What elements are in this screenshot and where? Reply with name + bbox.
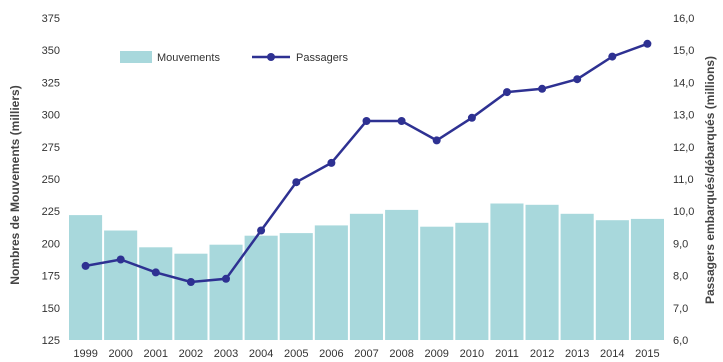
right-tick-label: 8,0	[673, 271, 688, 283]
x-tick-label: 2009	[424, 348, 448, 360]
bar-2011	[490, 203, 524, 340]
x-tick-label: 2003	[214, 348, 238, 360]
bar-2013	[560, 213, 594, 340]
left-tick-label: 175	[42, 271, 60, 283]
left-tick-label: 275	[42, 142, 60, 154]
left-axis-title: Nombres de Mouvements (milliers)	[8, 85, 22, 284]
left-tick-label: 325	[42, 77, 60, 89]
left-tick-label: 300	[42, 110, 60, 122]
legend-label-passagers: Passagers	[296, 52, 348, 64]
right-tick-label: 9,0	[673, 238, 688, 250]
right-tick-label: 12,0	[673, 142, 694, 154]
bar-2010	[455, 222, 489, 340]
right-axis-title: Passagers embarqués/débarqués (millions)	[703, 56, 717, 304]
x-tick-label: 2004	[249, 348, 273, 360]
point-passagers-2010	[467, 113, 476, 122]
bar-2008	[385, 209, 419, 340]
left-tick-label: 250	[42, 174, 60, 186]
x-tick-label: 2007	[354, 348, 378, 360]
bar-2004	[244, 235, 278, 340]
x-tick-label: 2001	[144, 348, 168, 360]
right-tick-label: 13,0	[673, 110, 694, 122]
bar-2000	[104, 230, 138, 340]
point-passagers-2014	[608, 52, 617, 61]
right-tick-label: 16,0	[673, 13, 694, 25]
left-tick-label: 200	[42, 238, 60, 250]
left-tick-label: 225	[42, 206, 60, 218]
point-passagers-2002	[186, 278, 195, 286]
bar-2002	[174, 253, 208, 340]
bar-1999	[69, 215, 103, 340]
right-tick-label: 6,0	[673, 335, 688, 347]
bar-2014	[595, 220, 629, 340]
x-tick-label: 2015	[635, 348, 659, 360]
x-tick-label: 1999	[73, 348, 97, 360]
right-tick-label: 10,0	[673, 206, 694, 218]
x-tick-label: 2002	[179, 348, 203, 360]
line-layer	[81, 39, 652, 286]
x-tick-label: 2013	[565, 348, 589, 360]
point-passagers-2005	[292, 178, 301, 187]
right-tick-label: 14,0	[673, 77, 694, 89]
bar-2009	[420, 226, 454, 340]
point-passagers-2008	[397, 117, 406, 125]
point-passagers-2013	[573, 75, 582, 84]
left-tick-label: 150	[42, 303, 60, 315]
bar-2007	[349, 213, 383, 340]
x-axis-ticks: 1999 2000 2001 2002 2003 2004 2005 2006 2007 2008…	[73, 348, 659, 360]
point-passagers-2001	[151, 268, 160, 277]
point-passagers-2011	[503, 88, 511, 97]
legend-swatch-mouvements	[120, 51, 152, 63]
x-tick-label: 2010	[460, 348, 484, 360]
left-axis-ticks: 125 150 175 200 225 250 275 300 325 350 375	[42, 13, 60, 347]
point-passagers-1999	[81, 261, 90, 270]
bar-2003	[209, 244, 243, 340]
left-tick-label: 125	[42, 335, 60, 347]
bar-2005	[279, 233, 313, 340]
x-tick-label: 2008	[389, 348, 413, 360]
legend: Mouvements Passagers	[120, 51, 348, 64]
x-tick-label: 2012	[530, 348, 554, 360]
x-tick-label: 2005	[284, 348, 308, 360]
right-axis-ticks: 6,0 7,0 8,0 9,0 10,0 11,0 12,0 13,0 14,0 15,0 16,0	[673, 13, 694, 347]
legend-label-mouvements: Mouvements	[157, 52, 220, 64]
x-tick-label: 2006	[319, 348, 343, 360]
x-tick-label: 2014	[600, 348, 624, 360]
bars-layer	[69, 203, 664, 340]
point-passagers-2003	[222, 274, 230, 283]
point-passagers-2000	[116, 255, 125, 264]
point-passagers-2015	[643, 39, 652, 48]
right-tick-label: 15,0	[673, 45, 694, 57]
point-passagers-2009	[432, 136, 441, 145]
right-tick-label: 7,0	[673, 303, 688, 315]
x-tick-label: 2011	[495, 348, 519, 360]
left-tick-label: 350	[42, 45, 60, 57]
x-tick-label: 2000	[108, 348, 132, 360]
bar-2006	[314, 225, 348, 340]
right-tick-label: 11,0	[673, 174, 694, 186]
point-passagers-2007	[362, 117, 371, 125]
bar-2015	[630, 218, 664, 340]
bar-2001	[139, 247, 173, 340]
point-passagers-2006	[327, 158, 336, 167]
point-passagers-2012	[538, 84, 547, 93]
left-tick-label: 375	[42, 13, 60, 25]
bar-2012	[525, 204, 559, 340]
legend-marker-passagers	[267, 53, 275, 61]
point-passagers-2004	[257, 226, 266, 235]
